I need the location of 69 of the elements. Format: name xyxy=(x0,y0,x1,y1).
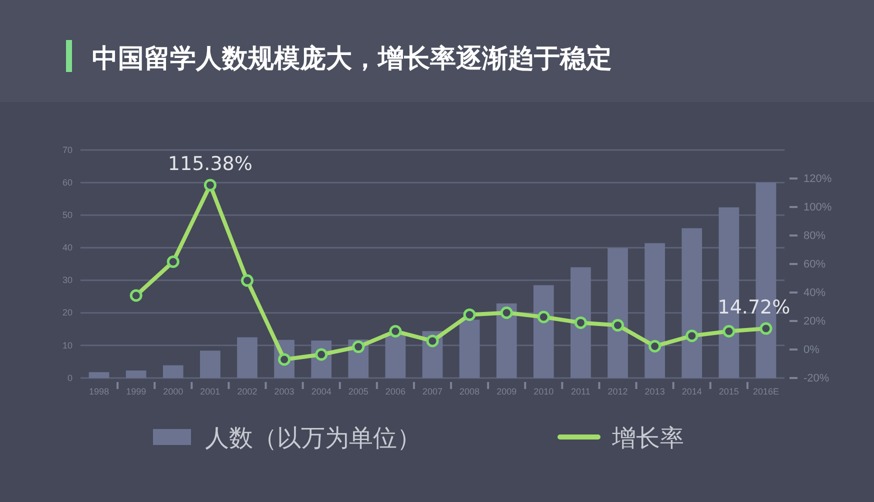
y2-tick-label: 20% xyxy=(804,316,826,328)
x-tick-label: 2007 xyxy=(422,386,443,396)
point xyxy=(204,178,216,192)
x-tick-label: 2010 xyxy=(534,386,554,396)
point xyxy=(500,306,513,319)
y-tick-label: 30 xyxy=(62,275,72,286)
point xyxy=(686,330,698,342)
x-tick-label: 2008 xyxy=(460,386,480,396)
x-tick-label: 2015 xyxy=(718,386,739,396)
y2-tick-label: 120% xyxy=(804,173,832,186)
data-label: 115.38% xyxy=(168,153,252,176)
x-tick-label: 1998 xyxy=(89,386,110,396)
bar xyxy=(644,243,666,378)
point xyxy=(574,316,587,329)
bar xyxy=(385,334,406,378)
x-tick-label: 2001 xyxy=(200,386,220,396)
x-tick-label: 2003 xyxy=(274,386,294,396)
y-tick-label: 20 xyxy=(62,308,72,318)
point xyxy=(426,334,439,348)
point xyxy=(537,310,550,324)
y2-tick-label: 80% xyxy=(804,230,826,242)
y2-tick-label: 0% xyxy=(804,344,820,356)
point xyxy=(463,308,476,321)
point xyxy=(130,289,142,302)
point xyxy=(166,255,180,268)
x-tick-label: 2006 xyxy=(385,386,406,396)
y-tick-label: 70 xyxy=(62,144,72,155)
point xyxy=(352,340,365,354)
chart-title: 中国留学人数规模庞大，增长率逐渐趋于稳定 xyxy=(92,44,612,74)
bar xyxy=(459,320,480,378)
x-tick-label: 2002 xyxy=(237,386,258,396)
bar xyxy=(570,267,591,378)
x-tick-label: 2014 xyxy=(682,386,702,396)
data-label: 14.72% xyxy=(718,296,790,319)
point xyxy=(389,325,402,338)
x-tick-label: 2011 xyxy=(571,386,590,396)
x-tick-label: 2005 xyxy=(348,386,368,396)
bar xyxy=(237,337,258,378)
x-tick-label: 2016E xyxy=(752,386,779,396)
point xyxy=(760,322,772,335)
bar xyxy=(608,248,628,378)
bar xyxy=(126,370,146,378)
x-tick-label: 2013 xyxy=(644,386,665,396)
x-tick-label: 1999 xyxy=(126,386,146,396)
y2-tick-label: 40% xyxy=(804,287,826,300)
y-tick-label: 40 xyxy=(62,242,72,253)
x-tick-label: 2004 xyxy=(311,386,332,396)
y2-tick-label: 60% xyxy=(804,258,826,271)
bar xyxy=(88,372,110,378)
y-tick-label: 50 xyxy=(62,210,72,220)
x-tick-label: 2009 xyxy=(496,386,517,396)
y2-tick-label: -20% xyxy=(804,372,830,385)
point xyxy=(648,340,662,352)
point xyxy=(722,325,736,338)
bar xyxy=(162,365,184,378)
bar xyxy=(682,228,702,378)
legend-label: 人数（以万为单位） xyxy=(205,424,421,452)
y-tick-label: 0 xyxy=(67,372,72,383)
y2-tick-label: 100% xyxy=(804,202,832,214)
y-tick-label: 10 xyxy=(62,340,72,350)
legend-label: 增长率 xyxy=(611,424,684,452)
bar xyxy=(496,303,517,378)
bar xyxy=(533,285,554,378)
bar xyxy=(200,350,220,378)
x-tick-label: 2012 xyxy=(608,386,628,396)
point xyxy=(240,274,254,287)
x-tick-label: 2000 xyxy=(163,386,184,396)
point xyxy=(612,319,624,332)
y-tick-label: 60 xyxy=(62,177,72,188)
